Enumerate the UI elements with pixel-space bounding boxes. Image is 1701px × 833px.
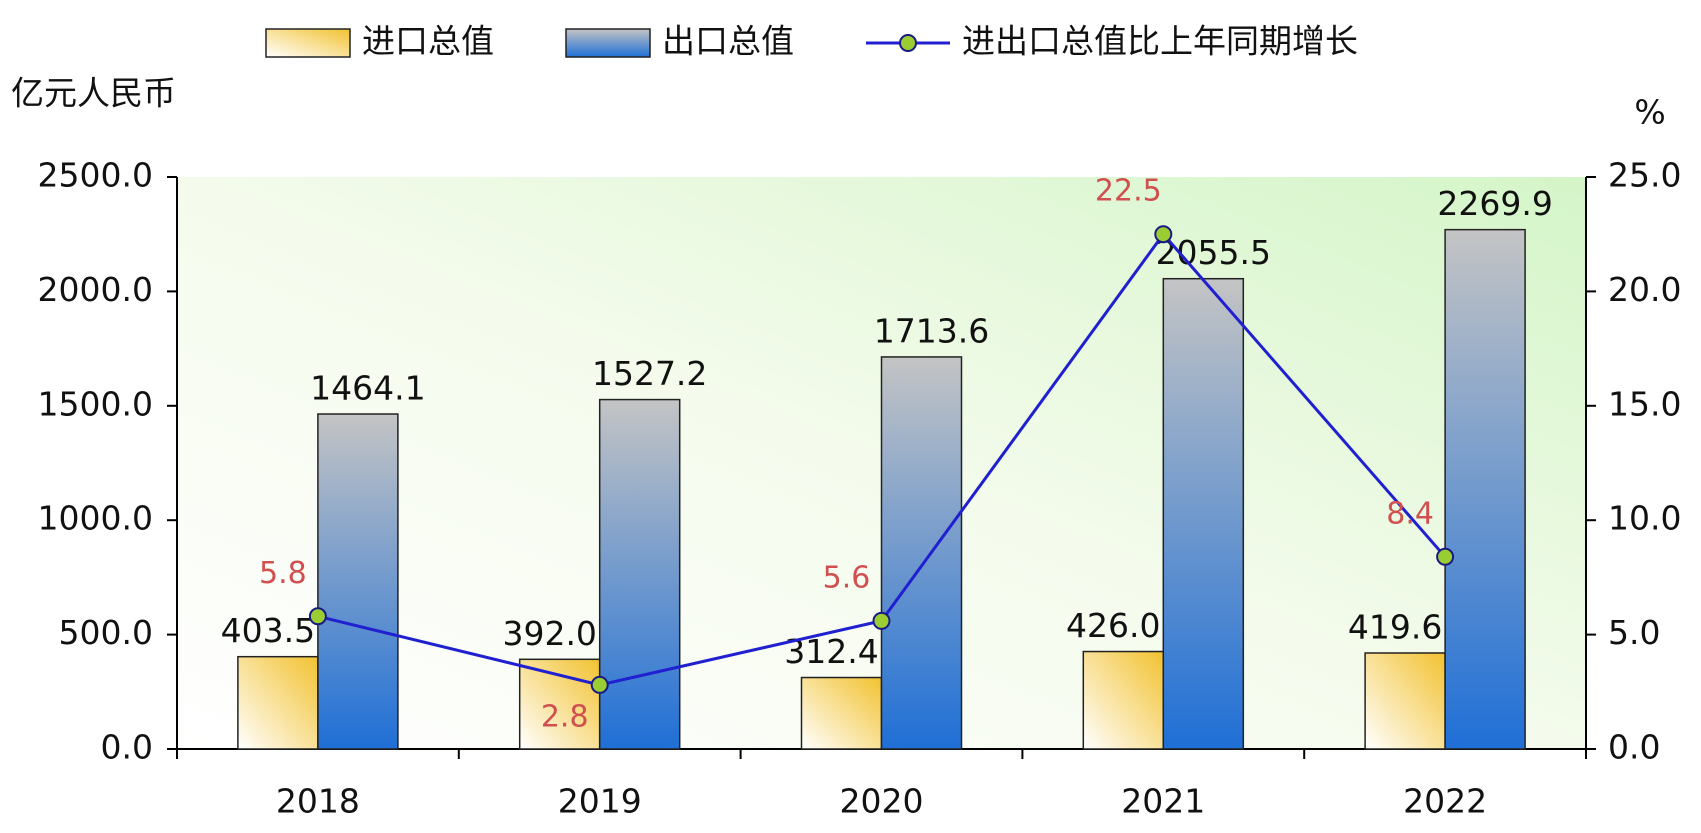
data-label: 403.5: [221, 611, 315, 650]
bar: [1364, 652, 1446, 750]
y2-tick-label: 5.0: [1608, 613, 1660, 652]
bar: [1082, 650, 1165, 750]
y-tick-label: 2000.0: [38, 270, 153, 309]
legend-label: 出口总值: [662, 22, 794, 61]
line-label: 22.5: [1095, 174, 1162, 209]
x-tick-label: 2019: [558, 782, 642, 821]
x-tick-label: 2021: [1121, 782, 1205, 821]
line-label: 5.6: [823, 560, 871, 595]
legend-swatch: [565, 28, 651, 58]
y-axis-label: 亿元人民币: [11, 74, 176, 113]
bar: [598, 398, 681, 750]
legend-marker: [899, 34, 917, 52]
line-label: 5.8: [259, 556, 307, 591]
y2-tick-label: 15.0: [1608, 384, 1681, 423]
bar: [1162, 277, 1245, 750]
line-marker: [872, 611, 891, 630]
bar: [1444, 228, 1526, 750]
line-label: 2.8: [541, 699, 589, 734]
data-label: 1713.6: [874, 311, 989, 350]
data-label: 392.0: [502, 614, 596, 653]
y2-tick-label: 20.0: [1608, 270, 1681, 309]
data-label: 426.0: [1066, 606, 1160, 645]
y-tick-label: 0.0: [101, 728, 153, 767]
bar: [237, 655, 319, 750]
data-label: 312.4: [784, 632, 878, 671]
y-tick-label: 1000.0: [38, 499, 153, 538]
y2-tick-label: 10.0: [1608, 499, 1681, 538]
legend-label: 进出口总值比上年同期增长: [962, 22, 1358, 61]
data-label: 1464.1: [310, 369, 425, 408]
y2-tick-label: 0.0: [1608, 728, 1660, 767]
line-marker: [308, 607, 327, 626]
data-label: 419.6: [1348, 607, 1442, 646]
y2-tick-label: 25.0: [1608, 156, 1681, 195]
y-tick-label: 500.0: [59, 613, 153, 652]
x-tick-label: 2018: [276, 782, 360, 821]
y-tick-label: 1500.0: [38, 384, 153, 423]
y2-axis-label: %: [1634, 93, 1665, 132]
data-label: 2055.5: [1156, 233, 1271, 272]
line-label: 8.4: [1386, 496, 1434, 531]
x-tick-label: 2022: [1403, 782, 1487, 821]
line-marker: [1436, 547, 1455, 566]
bar: [880, 356, 963, 750]
legend-swatch: [265, 28, 351, 58]
bar: [800, 676, 883, 750]
line-marker: [590, 675, 609, 694]
legend-label: 进口总值: [362, 22, 494, 61]
bar: [317, 413, 399, 750]
data-label: 1527.2: [592, 354, 707, 393]
line-marker: [1154, 225, 1173, 244]
data-label: 2269.9: [1437, 184, 1552, 223]
x-tick-label: 2020: [840, 782, 924, 821]
y-tick-label: 2500.0: [38, 156, 153, 195]
